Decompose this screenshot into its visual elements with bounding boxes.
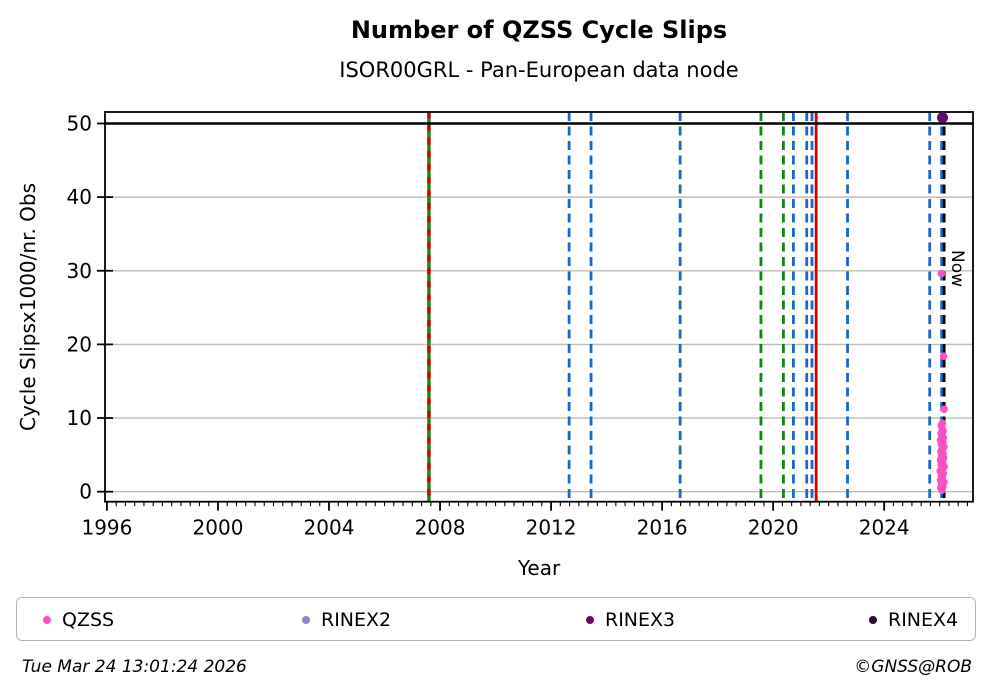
rinex3-point: [936, 112, 948, 124]
qzss-point: [937, 269, 946, 278]
qzss-point: [938, 419, 947, 428]
legend-item-rinex4: RINEX4: [869, 598, 958, 642]
svg-text:2012: 2012: [526, 516, 577, 540]
legend-item-rinex3: RINEX3: [586, 598, 675, 642]
event-lines: [427, 112, 946, 502]
now-line-label: Now: [947, 250, 967, 287]
chart-canvas: 1996 2000 2004 2008 2012 2016 2020 2024 0 10 20 30 4…: [67, 111, 974, 540]
legend-item-qzss: QZSS: [43, 598, 114, 642]
legend-label: RINEX4: [888, 609, 959, 631]
svg-text:40: 40: [67, 185, 92, 209]
rinex4-marker-icon: [869, 616, 877, 624]
page-title: Number of QZSS Cycle Slips: [350, 16, 728, 44]
legend-label: RINEX3: [605, 609, 676, 631]
svg-text:2004: 2004: [304, 516, 355, 540]
qzss-point: [940, 405, 948, 414]
svg-text:10: 10: [67, 406, 92, 430]
svg-text:Now: Now: [947, 250, 967, 287]
qzss-point: [939, 352, 948, 360]
svg-text:1996: 1996: [81, 516, 132, 540]
svg-text:2016: 2016: [637, 516, 688, 540]
svg-text:50: 50: [67, 111, 92, 135]
legend-label: QZSS: [62, 609, 115, 631]
copyright-credit: ©GNSS@ROB: [854, 657, 972, 677]
qzss-marker-icon: [43, 616, 51, 624]
svg-text:0: 0: [79, 480, 92, 504]
svg-text:20: 20: [67, 332, 92, 356]
x-axis-ticks: 1996 2000 2004 2008 2012 2016 2020 2024: [81, 501, 968, 540]
svg-text:2020: 2020: [748, 516, 799, 540]
svg-text:2000: 2000: [193, 516, 244, 540]
y-axis-ticks: 0 10 20 30 40 50: [67, 111, 113, 504]
rinex2-marker-icon: [302, 616, 310, 624]
svg-text:2008: 2008: [415, 516, 466, 540]
chart-subtitle: ISOR00GRL - Pan-European data node: [339, 58, 739, 82]
plot-frame: [104, 111, 974, 503]
svg-text:2024: 2024: [859, 516, 910, 540]
data-points: [936, 112, 948, 495]
legend-label: RINEX2: [321, 609, 392, 631]
gridlines: [105, 196, 973, 493]
legend: QZSS RINEX2 RINEX3 RINEX4: [16, 597, 976, 641]
svg-text:30: 30: [67, 259, 92, 283]
legend-item-rinex2: RINEX2: [302, 598, 391, 642]
plot-timestamp: Tue Mar 24 13:01:24 2026: [22, 657, 247, 677]
x-axis-label: Year: [517, 556, 561, 580]
rinex3-marker-icon: [586, 616, 594, 624]
